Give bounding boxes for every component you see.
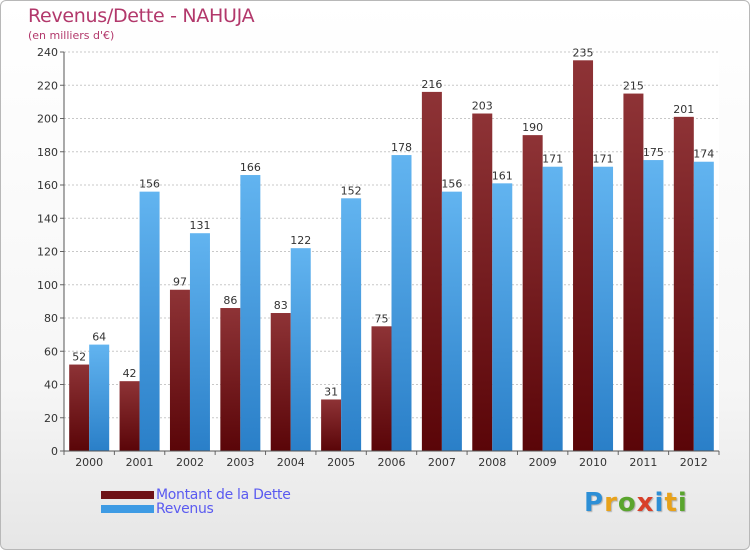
legend-label-debt: Montant de la Dette (156, 487, 291, 503)
bar-dette (169, 289, 190, 451)
bar-dette (472, 113, 493, 451)
logo-letter: P (584, 488, 605, 518)
logo-letter: o (617, 488, 637, 518)
bars-layer (69, 60, 714, 452)
legend-label-revenus: Revenus (156, 501, 214, 517)
y-tick-label: 40 (44, 379, 58, 392)
data-label-dette: 86 (223, 294, 237, 307)
data-label-revenus: 178 (391, 141, 412, 154)
y-tick-label: 20 (44, 412, 58, 425)
data-label-revenus: 171 (593, 153, 614, 166)
bar-revenus (290, 248, 311, 451)
data-label-dette: 83 (274, 299, 288, 312)
bar-dette (673, 116, 694, 452)
data-label-dette: 75 (375, 312, 389, 325)
legend-swatch-debt (101, 491, 154, 499)
y-tick-label: 200 (37, 113, 58, 126)
data-label-dette: 31 (324, 385, 338, 398)
logo-letter: i (654, 488, 665, 518)
logo-letter: t (664, 488, 678, 518)
bar-revenus (89, 344, 110, 451)
bar-revenus (441, 191, 462, 451)
bar-revenus (189, 233, 210, 451)
proxiti-logo: Proxiti (584, 488, 688, 518)
y-tick-label: 80 (44, 312, 58, 325)
y-tick-label: 120 (37, 246, 58, 259)
bar-dette (270, 313, 291, 451)
bar-dette (573, 60, 594, 451)
y-tick-label: 0 (51, 445, 58, 458)
data-label-revenus: 166 (240, 161, 261, 174)
bar-revenus (593, 166, 614, 451)
y-tick-label: 160 (37, 179, 58, 192)
bar-dette (321, 399, 342, 451)
data-label-dette: 235 (573, 46, 594, 59)
legend-item-debt: Montant de la Dette (101, 487, 291, 503)
data-label-revenus: 152 (341, 184, 362, 197)
logo-letter: i (677, 488, 688, 518)
data-label-dette: 201 (673, 103, 694, 116)
x-tick-label: 2003 (226, 456, 254, 469)
bar-revenus (391, 155, 412, 451)
chart-subtitle: (en milliers d'€) (28, 29, 115, 42)
data-label-revenus: 175 (643, 146, 664, 159)
x-tick-label: 2004 (277, 456, 305, 469)
x-tick-label: 2000 (75, 456, 103, 469)
axis-layer: 0 20 40 60 80 100 120 140 160 180 200 220 240 2000 200… (37, 46, 720, 469)
x-tick-label: 2005 (327, 456, 355, 469)
bar-revenus (542, 166, 563, 451)
y-tick-label: 220 (37, 79, 58, 92)
legend-swatch-revenus (101, 505, 154, 513)
data-label-dette: 52 (72, 351, 86, 364)
logo-letter: x (636, 488, 655, 518)
chart-title: Revenus/Dette - NAHUJA (28, 5, 255, 27)
bar-revenus (240, 175, 261, 451)
labels-layer: 52 64 42 156 97 131 86 166 83 122 31 152 75 178 216 156… (72, 46, 714, 398)
bar-revenus (693, 161, 714, 451)
bar-revenus (341, 198, 362, 451)
x-tick-label: 2001 (126, 456, 154, 469)
data-label-dette: 203 (472, 100, 493, 113)
bar-dette (220, 308, 241, 451)
x-tick-label: 2008 (478, 456, 506, 469)
data-label-revenus: 174 (693, 148, 714, 161)
bar-dette (119, 381, 140, 451)
data-label-revenus: 131 (189, 219, 210, 232)
data-label-revenus: 171 (542, 153, 563, 166)
data-label-revenus: 156 (139, 178, 160, 191)
x-tick-label: 2012 (680, 456, 708, 469)
x-tick-label: 2006 (378, 456, 406, 469)
x-tick-label: 2009 (529, 456, 557, 469)
x-tick-label: 2011 (629, 456, 657, 469)
data-label-dette: 215 (623, 80, 644, 93)
bar-revenus (643, 160, 664, 451)
data-label-dette: 190 (522, 121, 543, 134)
y-tick-label: 240 (37, 46, 58, 59)
data-label-revenus: 161 (492, 169, 513, 182)
data-label-dette: 216 (421, 78, 442, 91)
logo-letter: r (604, 488, 618, 518)
bar-dette (69, 364, 90, 451)
data-label-dette: 42 (123, 367, 137, 380)
y-tick-label: 60 (44, 345, 58, 358)
data-label-revenus: 64 (92, 331, 106, 344)
bar-revenus (492, 183, 513, 451)
bar-revenus (139, 191, 160, 451)
bar-dette (421, 91, 442, 452)
data-label-dette: 97 (173, 276, 187, 289)
y-tick-label: 180 (37, 146, 58, 159)
y-tick-label: 100 (37, 279, 58, 292)
x-tick-label: 2007 (428, 456, 456, 469)
data-label-revenus: 122 (290, 234, 311, 247)
x-tick-label: 2002 (176, 456, 204, 469)
legend-item-revenus: Revenus (101, 501, 214, 517)
x-tick-label: 2010 (579, 456, 607, 469)
bar-dette (371, 326, 392, 451)
y-tick-label: 140 (37, 212, 58, 225)
bar-dette (623, 93, 644, 451)
data-label-revenus: 156 (441, 178, 462, 191)
bar-dette (522, 135, 543, 451)
